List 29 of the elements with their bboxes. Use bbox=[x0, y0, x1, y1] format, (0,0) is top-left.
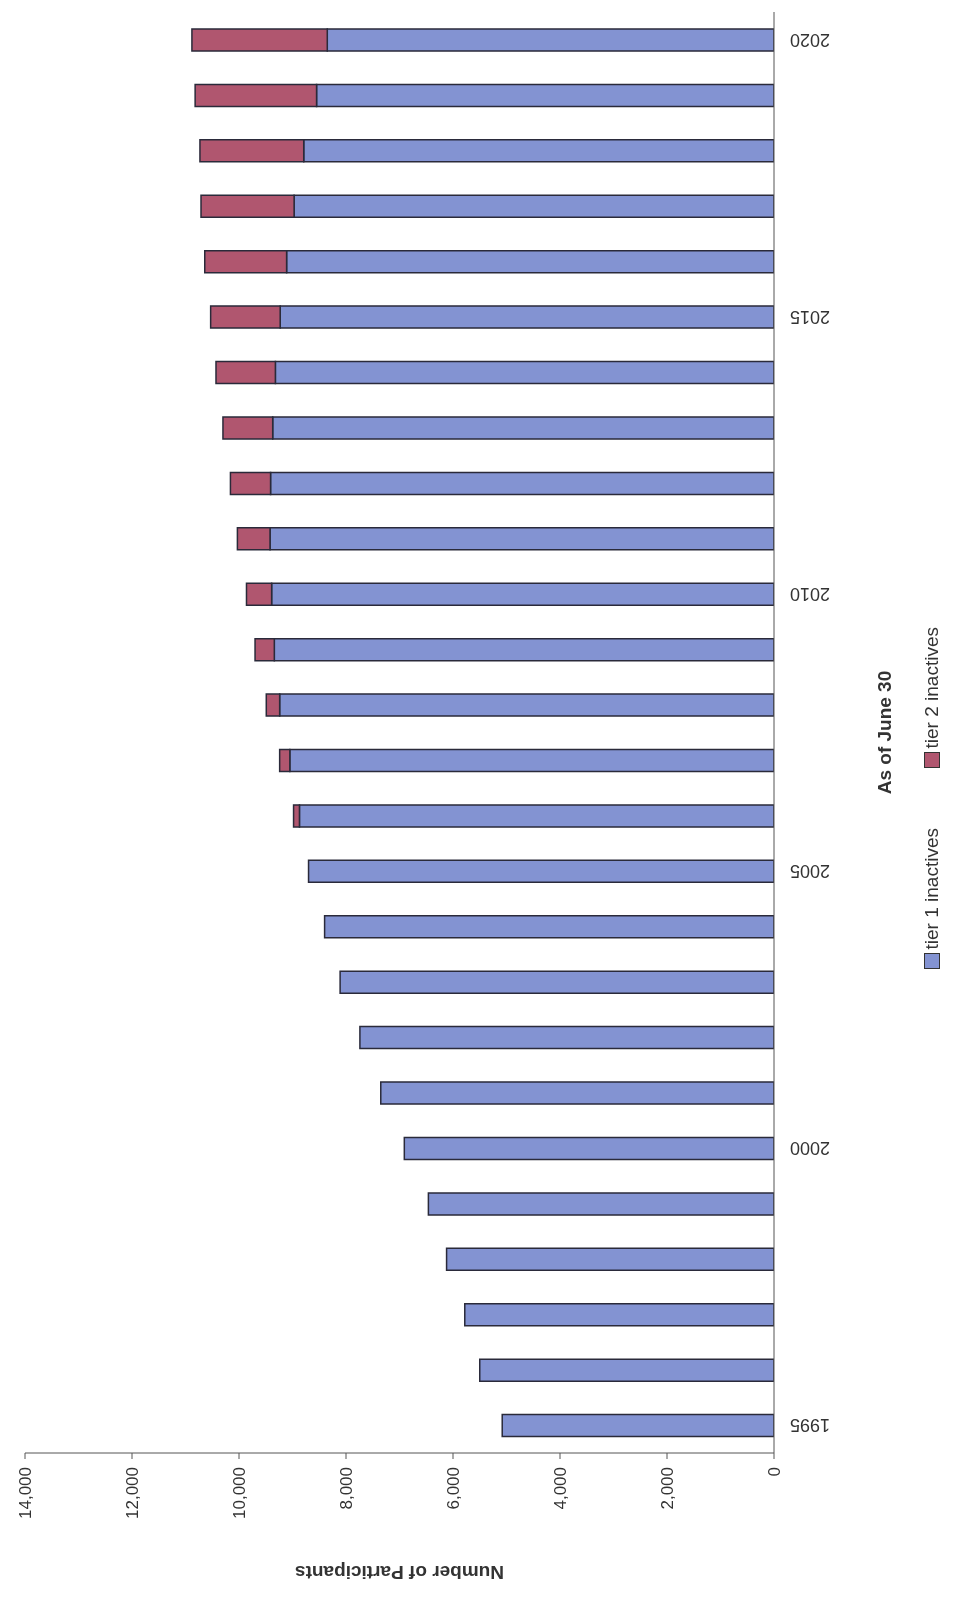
y-tick-label: 2005 bbox=[790, 861, 831, 882]
bar bbox=[427, 1192, 774, 1216]
x-tick-label: 0 bbox=[764, 1467, 784, 1477]
text: tier 2 inactives bbox=[921, 626, 943, 748]
bar bbox=[339, 970, 774, 994]
bar bbox=[307, 859, 774, 884]
y-axis-title: As of June 30 bbox=[873, 670, 895, 795]
bar bbox=[323, 915, 774, 939]
bar bbox=[479, 1358, 774, 1382]
bar bbox=[380, 1081, 774, 1105]
x-axis-title: Number of Participants bbox=[294, 1562, 505, 1583]
x-tick-label: 12,000 bbox=[122, 1467, 142, 1519]
y-tick-label: 2010 bbox=[790, 583, 831, 604]
y-tick-label: 2000 bbox=[790, 1138, 831, 1159]
x-tick-label: 14,000 bbox=[15, 1467, 35, 1519]
bar bbox=[464, 1302, 774, 1327]
x-tick-label: 8,000 bbox=[336, 1467, 356, 1510]
x-tick-label: 2,000 bbox=[657, 1467, 677, 1510]
y-tick-label: 2020 bbox=[790, 29, 831, 50]
bar bbox=[403, 1136, 774, 1161]
x-tick-label: 6,000 bbox=[443, 1467, 463, 1510]
y-tick-label: 1995 bbox=[790, 1415, 831, 1436]
x-tick-label: 4,000 bbox=[550, 1467, 570, 1510]
x-tick-label: 10,000 bbox=[229, 1467, 249, 1519]
y-tick-label: 2015 bbox=[790, 306, 831, 327]
bar bbox=[501, 1413, 774, 1438]
text: tier 1 inactives bbox=[921, 828, 943, 950]
bar bbox=[445, 1247, 774, 1272]
bar bbox=[359, 1025, 774, 1050]
